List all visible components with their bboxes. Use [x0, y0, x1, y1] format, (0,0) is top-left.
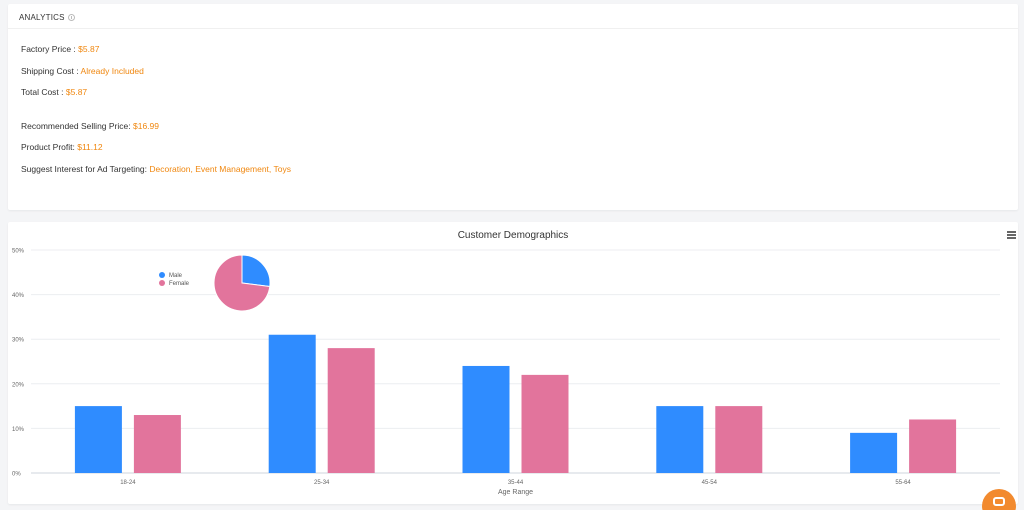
demographics-chart: 0% 10% 20% 30% 40% 50% 18-24 25-34 35-44 45-54 55-…: [12, 249, 1000, 496]
product-profit-row: Product Profit: $11.12: [21, 142, 103, 152]
hamburger-menu-icon[interactable]: [1007, 231, 1016, 239]
analytics-title: ANALYTICS: [19, 13, 65, 22]
ad-targeting-row: Suggest Interest for Ad Targeting: Decor…: [21, 164, 291, 174]
legend-label-female: Female: [169, 281, 190, 287]
x-tick-label: 25-34: [314, 480, 330, 486]
bar-male-25-34: [268, 334, 316, 473]
bar-female-35-44: [521, 374, 569, 473]
bar-female-18-24: [133, 415, 181, 473]
total-cost-label: Total Cost :: [21, 87, 66, 97]
chat-button[interactable]: [982, 489, 1016, 510]
x-tick-label: 55-64: [895, 480, 911, 486]
x-axis-label: Age Range: [498, 489, 533, 496]
factory-price-value: $5.87: [78, 44, 100, 54]
bar-male-55-64: [850, 432, 898, 473]
bar-female-25-34: [327, 348, 375, 473]
y-tick-label: 40%: [12, 293, 25, 299]
analytics-header: ANALYTICS: [19, 13, 75, 22]
product-profit-label: Product Profit:: [21, 142, 78, 152]
bar-male-45-54: [656, 406, 704, 473]
y-tick-label: 20%: [12, 382, 25, 388]
pie-slice-female: [213, 254, 271, 312]
bar-male-18-24: [74, 406, 122, 473]
legend-swatch-female: [159, 280, 165, 286]
info-icon[interactable]: [67, 14, 75, 21]
x-tick-label: 18-24: [120, 480, 136, 486]
bar-female-55-64: [909, 419, 957, 473]
analytics-panel: ANALYTICS Factory Price : $5.87 Shipping…: [8, 4, 1018, 210]
x-tick-label: 45-54: [702, 480, 718, 486]
x-tick-label: 35-44: [508, 480, 524, 486]
ad-targeting-label: Suggest Interest for Ad Targeting:: [21, 164, 150, 174]
y-tick-label: 30%: [12, 338, 25, 344]
y-tick-label: 50%: [12, 249, 25, 255]
y-tick-label: 0%: [12, 472, 21, 478]
factory-price-label: Factory Price :: [21, 44, 79, 54]
chat-icon: [993, 497, 1005, 506]
shipping-cost-label: Shipping Cost :: [21, 66, 81, 76]
bar-male-35-44: [462, 365, 510, 473]
selling-price-row: Recommended Selling Price: $16.99: [21, 121, 159, 131]
ad-targeting-value: Decoration, Event Management, Toys: [149, 164, 291, 174]
total-cost-row: Total Cost : $5.87: [21, 87, 87, 97]
total-cost-value: $5.87: [65, 87, 88, 97]
legend-swatch-male: [159, 272, 165, 278]
customer-demographics-panel: Customer Demographics 0% 10% 20% 30% 40% 50% 1…: [8, 222, 1018, 504]
header-divider: [8, 28, 1018, 29]
y-tick-label: 10%: [12, 427, 25, 433]
bar-female-45-54: [715, 406, 763, 473]
product-profit-value: $11.12: [77, 142, 103, 152]
shipping-cost-value: Already Included: [80, 66, 144, 76]
shipping-cost-row: Shipping Cost : Already Included: [21, 66, 144, 76]
selling-price-label: Recommended Selling Price:: [21, 121, 133, 131]
pie-slice-male: [241, 254, 271, 288]
chart-title: Customer Demographics: [457, 230, 569, 241]
selling-price-value: $16.99: [132, 121, 159, 131]
factory-price-row: Factory Price : $5.87: [21, 44, 99, 54]
legend-label-male: Male: [169, 273, 183, 279]
